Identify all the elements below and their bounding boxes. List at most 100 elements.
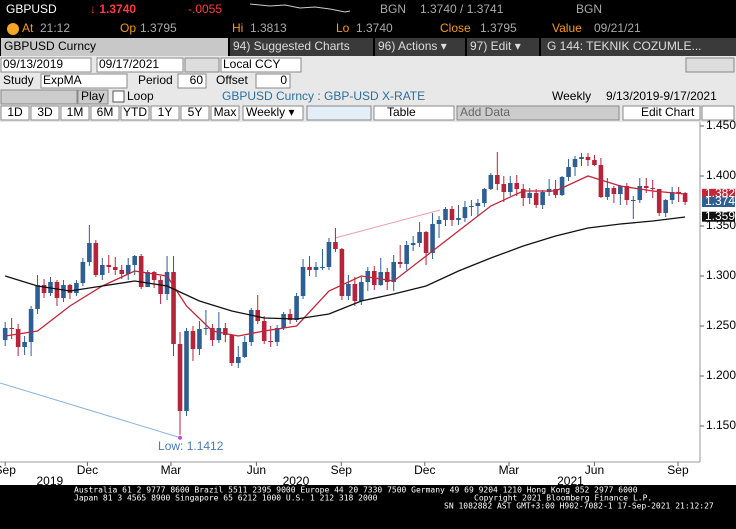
dropdown[interactable] bbox=[242, 105, 304, 121]
period-button[interactable] bbox=[0, 105, 30, 121]
candle-body bbox=[255, 310, 261, 321]
candle-body bbox=[592, 160, 597, 165]
candle-body bbox=[572, 159, 578, 167]
candle-body bbox=[436, 220, 442, 224]
candle-body bbox=[514, 183, 520, 189]
period-button[interactable] bbox=[120, 105, 150, 121]
nav-button[interactable] bbox=[184, 57, 220, 73]
period-label: YTD bbox=[123, 105, 147, 119]
input[interactable] bbox=[0, 57, 92, 73]
candle-body bbox=[656, 189, 662, 213]
candle-body bbox=[274, 328, 280, 342]
candle-body bbox=[61, 285, 66, 298]
candle-body bbox=[579, 157, 584, 159]
frequency: Weekly bbox=[552, 89, 591, 103]
playback-buttons[interactable] bbox=[0, 89, 78, 105]
candle-body bbox=[171, 272, 176, 344]
candle-body bbox=[566, 167, 571, 177]
candle-body bbox=[22, 342, 27, 347]
candle-body bbox=[430, 224, 435, 253]
start-date: 09/13/2019 bbox=[3, 57, 63, 71]
period-button[interactable] bbox=[210, 105, 240, 121]
y-tick-label: 1.4500 bbox=[706, 118, 736, 132]
candle-body bbox=[216, 328, 222, 340]
chart-area bbox=[0, 122, 736, 485]
input[interactable] bbox=[177, 73, 207, 89]
button[interactable] bbox=[467, 38, 539, 56]
candle-body bbox=[87, 243, 92, 262]
candle-body bbox=[669, 192, 675, 200]
candle-body bbox=[203, 328, 209, 329]
menu: 96) Actions ▾ bbox=[378, 39, 447, 53]
period-button[interactable] bbox=[90, 105, 120, 121]
candle-body bbox=[501, 184, 507, 192]
checkbox[interactable] bbox=[112, 90, 125, 103]
candle-body bbox=[41, 285, 47, 293]
candle-body bbox=[346, 284, 351, 296]
candle-body bbox=[397, 262, 403, 264]
candle-body bbox=[307, 267, 312, 270]
candle-body bbox=[145, 272, 150, 287]
candle-body bbox=[2, 328, 8, 340]
candle-body bbox=[320, 267, 325, 268]
change: -.0055 bbox=[188, 2, 222, 16]
button[interactable] bbox=[373, 105, 455, 121]
play-button[interactable] bbox=[77, 89, 109, 105]
candle-body bbox=[54, 282, 60, 298]
menu: 94) Suggested Charts bbox=[233, 39, 350, 53]
period-button[interactable] bbox=[180, 105, 210, 121]
button[interactable] bbox=[622, 105, 701, 121]
input[interactable] bbox=[96, 57, 184, 73]
candle-body bbox=[462, 207, 468, 218]
label: Period bbox=[138, 73, 173, 87]
candle-body bbox=[456, 218, 461, 220]
candle-body bbox=[93, 243, 99, 275]
end-date: 09/17/2021 bbox=[99, 57, 159, 71]
button[interactable] bbox=[230, 38, 373, 56]
source: BGN bbox=[380, 2, 406, 16]
candle-body bbox=[235, 357, 241, 363]
candle-body bbox=[248, 310, 254, 342]
candle-body bbox=[605, 188, 610, 197]
period-button[interactable] bbox=[150, 105, 180, 121]
frequency-menu: Weekly ▾ bbox=[246, 105, 294, 119]
candle-body bbox=[67, 285, 73, 293]
period-button[interactable] bbox=[60, 105, 90, 121]
candle-body bbox=[9, 328, 14, 329]
dropdown[interactable] bbox=[220, 57, 302, 73]
candle-body bbox=[643, 186, 649, 188]
button[interactable] bbox=[541, 38, 736, 56]
bid-ask: 1.3740 / 1.3741 bbox=[420, 2, 504, 16]
dropdown[interactable] bbox=[40, 73, 128, 89]
year-label: 2019 bbox=[37, 474, 64, 488]
candle-body bbox=[106, 265, 112, 267]
y-tick-label: 1.1500 bbox=[706, 418, 736, 432]
candle-body bbox=[404, 245, 409, 264]
button[interactable] bbox=[375, 38, 465, 56]
add-data: Add Data bbox=[460, 105, 510, 119]
description: GBPUSD Curncy : GBP-USD X-RATE bbox=[222, 89, 425, 103]
y-tick-label: 1.4000 bbox=[706, 168, 736, 182]
candle-body bbox=[281, 314, 286, 328]
footer-text: Copyright 2021 Bloomberg Finance L.P. bbox=[474, 494, 652, 503]
x-tick-label: Sep bbox=[667, 463, 689, 477]
undo-redo[interactable] bbox=[685, 57, 735, 73]
label: At bbox=[22, 21, 34, 35]
input[interactable] bbox=[255, 73, 291, 89]
security-field[interactable] bbox=[1, 38, 228, 56]
chart-type-buttons[interactable] bbox=[306, 105, 372, 121]
icons[interactable] bbox=[701, 105, 735, 121]
period: 60 bbox=[190, 73, 204, 87]
price-tag-label: 1.3593 bbox=[705, 209, 736, 223]
annotation: Low: 1.1412 bbox=[158, 439, 224, 453]
candle-body bbox=[177, 344, 183, 411]
trend-line bbox=[334, 209, 441, 239]
x-tick-label: Dec bbox=[77, 463, 98, 477]
candle-body bbox=[527, 193, 532, 198]
candle-body bbox=[352, 284, 358, 301]
period-button[interactable] bbox=[30, 105, 60, 121]
candle-body bbox=[313, 267, 319, 270]
study: ExpMA bbox=[43, 73, 82, 87]
candle-body bbox=[637, 186, 643, 200]
input[interactable] bbox=[456, 105, 620, 121]
